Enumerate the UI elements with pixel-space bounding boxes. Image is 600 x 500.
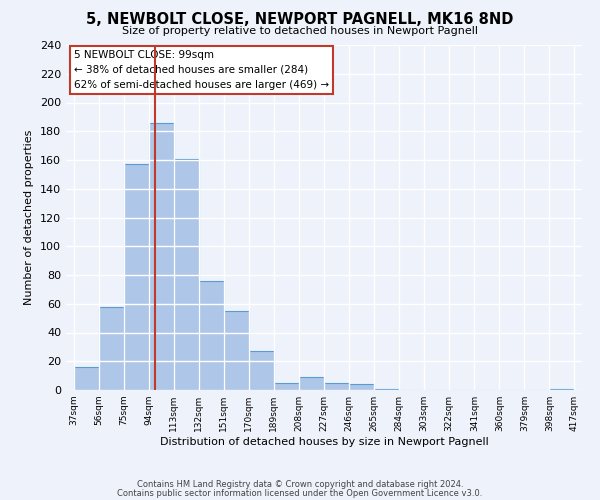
Bar (124, 164, 149, 390)
Bar (98, 306, 124, 390)
Bar (324, 383, 349, 390)
Bar (224, 311, 249, 390)
Bar (274, 383, 299, 390)
Text: 5, NEWBOLT CLOSE, NEWPORT PAGNELL, MK16 8ND: 5, NEWBOLT CLOSE, NEWPORT PAGNELL, MK16 … (86, 12, 514, 28)
X-axis label: Distribution of detached houses by size in Newport Pagnell: Distribution of detached houses by size … (160, 437, 488, 447)
Bar (149, 122, 174, 390)
Bar (299, 377, 324, 390)
Y-axis label: Number of detached properties: Number of detached properties (25, 130, 34, 305)
Bar (550, 388, 574, 390)
Bar (174, 158, 199, 390)
Bar (74, 367, 98, 390)
Bar (199, 281, 224, 390)
Text: Contains HM Land Registry data © Crown copyright and database right 2024.: Contains HM Land Registry data © Crown c… (137, 480, 463, 489)
Bar (249, 351, 274, 390)
Text: Size of property relative to detached houses in Newport Pagnell: Size of property relative to detached ho… (122, 26, 478, 36)
Text: Contains public sector information licensed under the Open Government Licence v3: Contains public sector information licen… (118, 488, 482, 498)
Bar (374, 388, 399, 390)
Text: 5 NEWBOLT CLOSE: 99sqm
← 38% of detached houses are smaller (284)
62% of semi-de: 5 NEWBOLT CLOSE: 99sqm ← 38% of detached… (74, 50, 329, 90)
Bar (349, 384, 374, 390)
